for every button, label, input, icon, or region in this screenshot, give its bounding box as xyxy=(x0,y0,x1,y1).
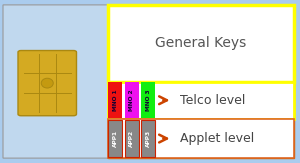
Polygon shape xyxy=(3,5,162,158)
Bar xyxy=(141,120,155,157)
Bar xyxy=(124,82,139,118)
Bar xyxy=(108,82,294,119)
FancyBboxPatch shape xyxy=(18,51,76,116)
Bar xyxy=(108,82,122,118)
Bar xyxy=(141,82,155,118)
Bar xyxy=(108,120,122,157)
Ellipse shape xyxy=(41,78,53,88)
Text: MNO 2: MNO 2 xyxy=(129,89,134,111)
Text: Applet level: Applet level xyxy=(180,132,254,145)
Bar xyxy=(108,5,294,82)
Bar xyxy=(108,5,294,158)
Text: General Keys: General Keys xyxy=(155,36,247,50)
Bar xyxy=(124,120,139,157)
Text: APP1: APP1 xyxy=(113,130,118,147)
Text: APP2: APP2 xyxy=(129,130,134,147)
Text: APP3: APP3 xyxy=(146,130,151,147)
Text: MNO 3: MNO 3 xyxy=(146,89,151,111)
Text: Telco level: Telco level xyxy=(180,94,245,107)
Bar xyxy=(108,119,294,158)
Text: MNO 1: MNO 1 xyxy=(113,89,118,111)
